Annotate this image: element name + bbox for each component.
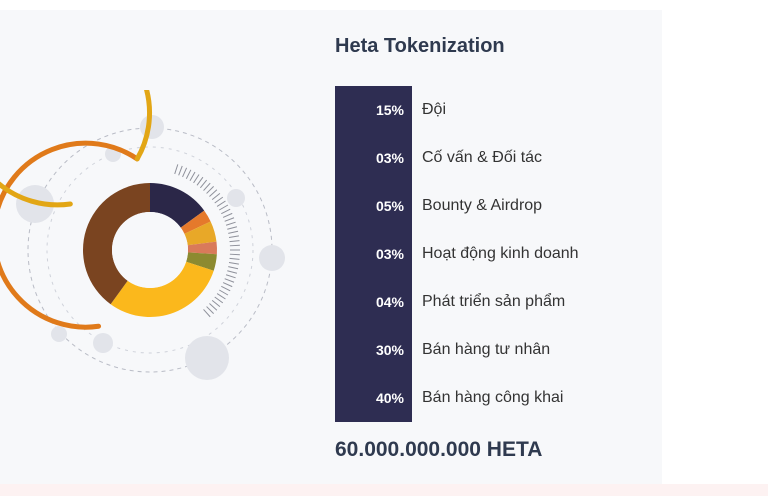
- tick-mark: [211, 299, 221, 308]
- legend-label: Bounty & Airdrop: [422, 197, 543, 214]
- tick-mark: [224, 217, 235, 222]
- tick-mark: [178, 165, 183, 176]
- legend-percent: 03%: [375, 150, 404, 166]
- donut-slice: [186, 252, 217, 271]
- tick-mark: [214, 196, 224, 204]
- inner-dashed-ring: [46, 146, 254, 354]
- legend-label: Phát triển sản phẩm: [422, 293, 566, 310]
- percent-column: [335, 86, 412, 422]
- decor-bubble: [93, 333, 113, 353]
- decor-bubble: [227, 189, 245, 207]
- tick-mark: [214, 296, 224, 304]
- tick-mark: [211, 192, 221, 201]
- token-distribution-chart: [0, 90, 300, 390]
- decor-bubble: [140, 115, 164, 139]
- legend-label: Cố vấn & Đối tác: [422, 149, 543, 166]
- tick-mark: [221, 285, 231, 292]
- tick-mark: [216, 293, 226, 300]
- tick-mark: [227, 270, 238, 274]
- tick-mark: [224, 278, 235, 283]
- tick-mark: [221, 208, 231, 215]
- tick-mark: [222, 212, 233, 218]
- legend-percent: 04%: [375, 294, 404, 310]
- tick-mark: [229, 253, 240, 256]
- tick-mark: [189, 171, 196, 181]
- tick-mark: [206, 186, 214, 194]
- outer-arc-orange: [0, 140, 140, 330]
- tick-mark: [228, 262, 239, 265]
- legend-row: 04% Phát triển sản phẩm: [335, 278, 635, 326]
- tick-mark: [229, 244, 240, 247]
- tick-mark: [196, 176, 204, 186]
- legend-row: 30% Bán hàng tư nhân: [335, 326, 635, 374]
- tick-mark: [222, 282, 233, 288]
- tick-mark: [174, 164, 179, 175]
- tick-mark: [229, 240, 240, 243]
- tick-mark: [206, 306, 214, 314]
- tick-mark: [216, 200, 226, 207]
- tick-mark: [182, 167, 188, 178]
- tick-mark: [209, 303, 218, 311]
- tick-mark: [228, 235, 239, 238]
- tick-mark: [228, 266, 239, 270]
- legend-percent: 40%: [375, 390, 404, 406]
- legend-percent: 15%: [375, 102, 404, 118]
- tick-mark: [203, 309, 211, 318]
- donut-slice: [110, 261, 214, 317]
- donut-chart-svg: [0, 90, 285, 380]
- donut-slice: [83, 183, 150, 305]
- tick-mark: [209, 189, 218, 197]
- legend-row: 03% Cố vấn & Đối tác: [335, 134, 635, 182]
- tick-mark: [193, 174, 200, 184]
- legend-row: 05% Bounty & Airdrop: [335, 182, 635, 230]
- legend-row: 03% Hoạt động kinh doanh: [335, 230, 635, 278]
- legend-percent: 05%: [375, 198, 404, 214]
- donut-slice: [150, 183, 205, 228]
- tick-mark: [228, 230, 239, 234]
- legend-row: 15% Đội: [335, 86, 635, 134]
- donut-slice: [187, 241, 217, 255]
- tick-mark: [219, 204, 229, 211]
- decor-bubble: [185, 336, 229, 380]
- total-supply: 60.000.000.000 HETA: [335, 438, 543, 461]
- legend-label: Đội: [422, 101, 447, 118]
- section-title: Heta Tokenization: [335, 35, 505, 57]
- legend-percent: 30%: [375, 342, 404, 358]
- tick-mark: [227, 226, 238, 230]
- tick-mark: [219, 289, 229, 296]
- tick-mark: [185, 169, 192, 179]
- donut-hole: [112, 212, 188, 288]
- tick-mark: [229, 257, 240, 260]
- legend-percent: 03%: [375, 246, 404, 262]
- decor-bubble: [259, 245, 285, 271]
- legend-label: Bán hàng công khai: [422, 389, 564, 406]
- donut-slice: [184, 221, 217, 246]
- footer-strip: [0, 484, 768, 496]
- tick-mark: [203, 182, 211, 191]
- tick-mark: [225, 274, 236, 279]
- legend-label: Hoạt động kinh doanh: [422, 245, 579, 262]
- legend-label: Bán hàng tư nhân: [422, 341, 551, 358]
- donut-slice: [180, 210, 211, 234]
- tick-mark: [225, 221, 236, 226]
- tick-mark: [199, 179, 208, 189]
- legend-row: 40% Bán hàng công khai: [335, 374, 635, 422]
- decor-bubble: [51, 326, 67, 342]
